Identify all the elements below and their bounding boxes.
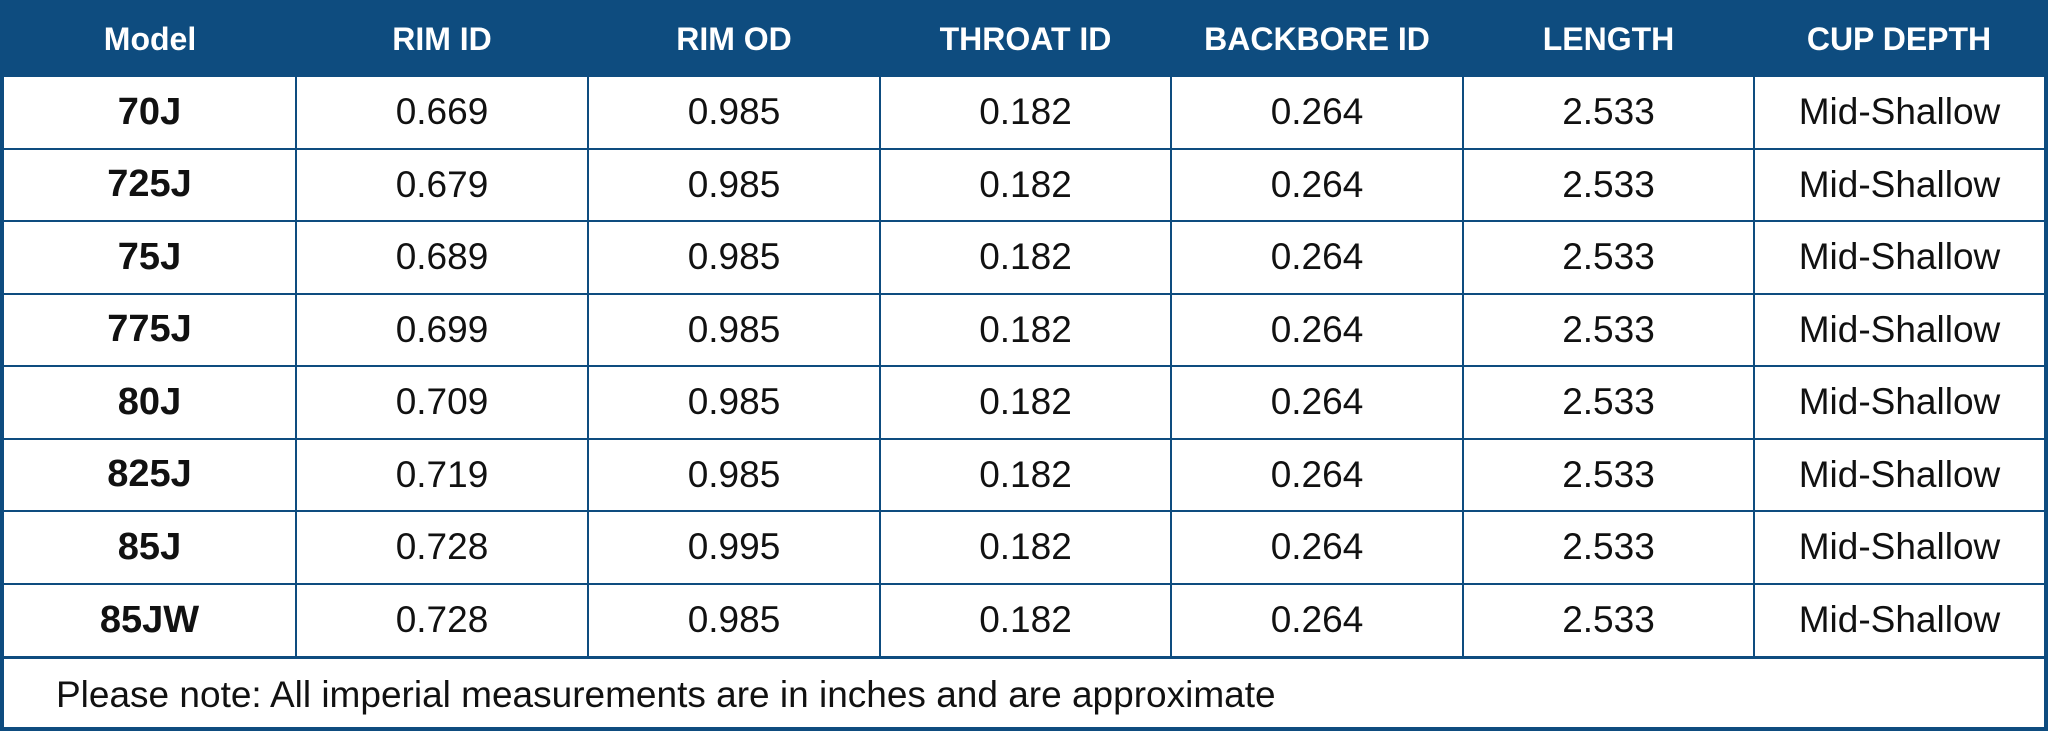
cup-depth-cell: Mid-Shallow bbox=[1753, 582, 2044, 656]
rim-id-cell: 0.689 bbox=[295, 220, 588, 294]
length-cell: 2.533 bbox=[1462, 437, 1754, 511]
cup-depth-cell: Mid-Shallow bbox=[1753, 365, 2044, 439]
model-cell: 85J bbox=[4, 510, 297, 584]
column-header-cup-depth: CUP DEPTH bbox=[1806, 21, 1992, 57]
length-cell: 2.533 bbox=[1462, 510, 1754, 584]
model-cell: 725J bbox=[4, 147, 297, 221]
backbore-id-cell: 0.264 bbox=[1170, 437, 1463, 511]
table-header-row: Model RIM ID RIM OD THROAT ID BACKBORE I… bbox=[4, 4, 2044, 76]
backbore-id-cell: 0.264 bbox=[1170, 220, 1463, 294]
cup-depth-cell: Mid-Shallow bbox=[1753, 292, 2044, 366]
column-header-length: LENGTH bbox=[1542, 21, 1675, 57]
backbore-id-cell: 0.264 bbox=[1170, 292, 1463, 366]
column-header-rim-id: RIM ID bbox=[392, 21, 492, 57]
backbore-id-cell: 0.264 bbox=[1170, 75, 1463, 149]
backbore-id-cell: 0.264 bbox=[1170, 365, 1463, 439]
mouthpiece-spec-table: Model RIM ID RIM OD THROAT ID BACKBORE I… bbox=[4, 4, 2044, 656]
rim-od-cell: 0.985 bbox=[587, 75, 880, 149]
rim-od-cell: 0.985 bbox=[587, 292, 880, 366]
model-cell: 775J bbox=[4, 292, 297, 366]
throat-id-cell: 0.182 bbox=[879, 437, 1171, 511]
rim-id-cell: 0.728 bbox=[295, 582, 588, 656]
length-cell: 2.533 bbox=[1462, 365, 1754, 439]
model-cell: 80J bbox=[4, 365, 297, 439]
rim-id-cell: 0.669 bbox=[295, 75, 588, 149]
table-row: 775J 0.699 0.985 0.182 0.264 2.533 Mid-S… bbox=[4, 292, 2044, 366]
rim-od-cell: 0.995 bbox=[587, 510, 880, 584]
table-row: 85JW 0.728 0.985 0.182 0.264 2.533 Mid-S… bbox=[4, 582, 2044, 656]
model-cell: 70J bbox=[4, 75, 297, 149]
table-row: 85J 0.728 0.995 0.182 0.264 2.533 Mid-Sh… bbox=[4, 510, 2044, 584]
model-cell: 85JW bbox=[4, 582, 297, 656]
throat-id-cell: 0.182 bbox=[879, 147, 1171, 221]
table-row: 75J 0.689 0.985 0.182 0.264 2.533 Mid-Sh… bbox=[4, 220, 2044, 294]
rim-id-cell: 0.679 bbox=[295, 147, 588, 221]
rim-od-cell: 0.985 bbox=[587, 437, 880, 511]
throat-id-cell: 0.182 bbox=[879, 75, 1171, 149]
throat-id-cell: 0.182 bbox=[879, 292, 1171, 366]
cup-depth-cell: Mid-Shallow bbox=[1753, 437, 2044, 511]
cup-depth-cell: Mid-Shallow bbox=[1753, 75, 2044, 149]
column-header-rim-od: RIM OD bbox=[676, 21, 792, 57]
throat-id-cell: 0.182 bbox=[879, 510, 1171, 584]
backbore-id-cell: 0.264 bbox=[1170, 147, 1463, 221]
backbore-id-cell: 0.264 bbox=[1170, 510, 1463, 584]
table-row: 825J 0.719 0.985 0.182 0.264 2.533 Mid-S… bbox=[4, 437, 2044, 511]
length-cell: 2.533 bbox=[1462, 147, 1754, 221]
throat-id-cell: 0.182 bbox=[879, 582, 1171, 656]
length-cell: 2.533 bbox=[1462, 292, 1754, 366]
cup-depth-cell: Mid-Shallow bbox=[1753, 147, 2044, 221]
cup-depth-cell: Mid-Shallow bbox=[1753, 510, 2044, 584]
column-header-model: Model bbox=[103, 21, 197, 57]
measurement-note: Please note: All imperial measurements a… bbox=[4, 656, 2044, 731]
rim-od-cell: 0.985 bbox=[587, 220, 880, 294]
rim-id-cell: 0.709 bbox=[295, 365, 588, 439]
model-cell: 75J bbox=[4, 220, 297, 294]
model-cell: 825J bbox=[4, 437, 297, 511]
rim-od-cell: 0.985 bbox=[587, 582, 880, 656]
cup-depth-cell: Mid-Shallow bbox=[1753, 220, 2044, 294]
throat-id-cell: 0.182 bbox=[879, 365, 1171, 439]
length-cell: 2.533 bbox=[1462, 582, 1754, 656]
rim-id-cell: 0.728 bbox=[295, 510, 588, 584]
backbore-id-cell: 0.264 bbox=[1170, 582, 1463, 656]
rim-od-cell: 0.985 bbox=[587, 147, 880, 221]
length-cell: 2.533 bbox=[1462, 75, 1754, 149]
table-row: 80J 0.709 0.985 0.182 0.264 2.533 Mid-Sh… bbox=[4, 365, 2044, 439]
rim-od-cell: 0.985 bbox=[587, 365, 880, 439]
column-header-throat-id: THROAT ID bbox=[939, 21, 1112, 57]
rim-id-cell: 0.699 bbox=[295, 292, 588, 366]
column-header-backbore-id: BACKBORE ID bbox=[1204, 21, 1430, 57]
table-row: 725J 0.679 0.985 0.182 0.264 2.533 Mid-S… bbox=[4, 147, 2044, 221]
table-row: 70J 0.669 0.985 0.182 0.264 2.533 Mid-Sh… bbox=[4, 75, 2044, 149]
throat-id-cell: 0.182 bbox=[879, 220, 1171, 294]
rim-id-cell: 0.719 bbox=[295, 437, 588, 511]
length-cell: 2.533 bbox=[1462, 220, 1754, 294]
